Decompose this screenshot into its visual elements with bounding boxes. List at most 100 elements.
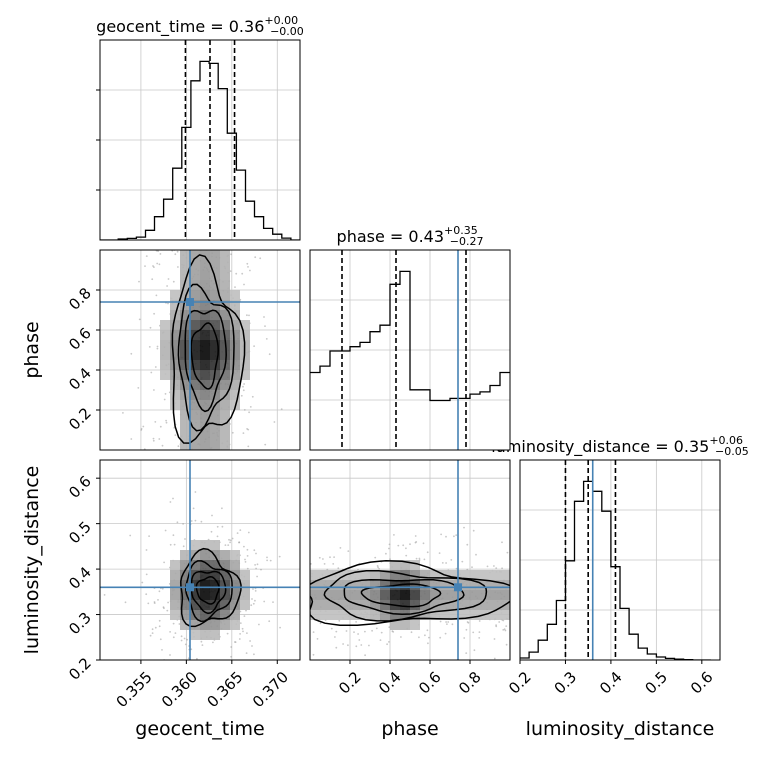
luminosity-distance-vs-geocent-time-sample-point	[186, 638, 189, 641]
luminosity-distance-vs-phase-density-cell	[470, 600, 480, 610]
luminosity-distance-vs-geocent-time-density-cell	[240, 570, 250, 580]
luminosity-distance-vs-phase-density-cell	[350, 600, 360, 610]
phase-vs-geocent-time-sample-point	[165, 421, 168, 424]
phase-vs-geocent-time-density-cell	[200, 400, 210, 410]
luminosity-distance-vs-phase-density-cell	[370, 590, 380, 600]
luminosity-distance-vs-phase-density-cell	[410, 620, 420, 630]
luminosity-distance-vs-geocent-time-sample-point	[252, 588, 254, 590]
luminosity-distance-vs-phase-sample-point	[493, 657, 496, 660]
phase-vs-geocent-time-sample-point	[142, 425, 145, 428]
luminosity-distance-vs-phase-sample-point	[423, 558, 426, 561]
luminosity_distance-xtick-label: 0.4	[596, 668, 626, 698]
luminosity-distance-vs-phase-sample-point	[486, 565, 489, 568]
phase-vs-geocent-time-sample-point	[243, 383, 246, 385]
luminosity-distance-vs-geocent-time-sample-point	[161, 587, 164, 590]
phase-histogram-bins	[310, 250, 510, 450]
luminosity-distance-vs-phase-density-cell	[440, 600, 450, 610]
phase-vs-geocent-time-density-cell	[190, 270, 200, 280]
phase-vs-geocent-time-density-cell	[180, 300, 190, 310]
luminosity-distance-vs-phase-sample-point	[388, 641, 390, 643]
luminosity-distance-vs-geocent-time-sample-point	[272, 601, 274, 603]
luminosity-distance-vs-geocent-time-sample-point	[172, 534, 175, 537]
phase-vs-geocent-time-contour-0	[171, 254, 246, 444]
geocent_time-histogram	[96, 39, 301, 241]
luminosity-distance-vs-geocent-time-sample-point	[252, 602, 255, 605]
luminosity-distance-vs-geocent-time-sample-point	[145, 573, 148, 576]
luminosity_distance-histogram	[519, 459, 721, 661]
luminosity-distance-vs-phase-density-cell	[430, 600, 440, 610]
luminosity-distance-vs-geocent-time-density-cell	[170, 600, 180, 610]
luminosity-distance-vs-geocent-time-density-cell	[200, 560, 210, 570]
phase-vs-geocent-time-sample-point	[176, 250, 179, 253]
phase-vs-geocent-time-density-cell	[200, 390, 210, 400]
luminosity-distance-vs-geocent-time-sample-point	[216, 525, 219, 528]
luminosity-distance-vs-geocent-time-sample-point	[145, 549, 148, 551]
luminosity-distance-vs-geocent-time-sample-point	[196, 657, 198, 660]
phase-vs-geocent-time-density-cell	[230, 360, 240, 370]
luminosity-distance-vs-geocent-time-density-cell	[200, 550, 210, 560]
phase-vs-geocent-time-sample-point	[263, 316, 265, 318]
luminosity-distance-vs-geocent-time-density-cell	[230, 590, 240, 600]
luminosity-distance-vs-phase-sample-point	[405, 547, 407, 550]
luminosity-distance-vs-phase-sample-point	[445, 621, 447, 623]
luminosity-distance-vs-geocent-time-sample-point	[279, 626, 281, 629]
luminosity-distance-vs-geocent-time-sample-point	[157, 599, 159, 601]
phase-vs-geocent-time-sample-point	[280, 408, 283, 410]
luminosity-distance-vs-geocent-time-sample-point	[256, 575, 258, 578]
luminosity-distance-vs-geocent-time-sample-point	[247, 531, 250, 534]
phase-histogram-step-line	[310, 270, 510, 402]
phase-vs-geocent-time-density-cell	[180, 370, 190, 380]
luminosity-distance-vs-geocent-time-sample-point	[172, 622, 175, 625]
luminosity-distance-vs-phase-sample-point	[318, 556, 321, 559]
luminosity-distance-vs-geocent-time-sample-point	[141, 581, 144, 584]
luminosity-distance-vs-phase-sample-point	[376, 565, 379, 567]
luminosity-distance-vs-phase-density-cell	[370, 610, 380, 620]
phase-vs-geocent-time-density-cell	[200, 250, 210, 260]
phase-vs-geocent-time-density-cell	[170, 300, 180, 310]
luminosity-distance-vs-phase-density-cell	[340, 580, 350, 590]
geocent_time-xtick-label: 0.365	[203, 668, 246, 711]
luminosity-distance-vs-phase-density-cell	[420, 570, 430, 580]
luminosity-distance-vs-phase-density-cell	[400, 590, 410, 600]
luminosity-distance-vs-geocent-time-density-cell	[220, 610, 230, 620]
luminosity-distance-vs-geocent-time-sample-point	[201, 644, 204, 646]
phase-vs-geocent-time-contour-3	[190, 322, 219, 390]
luminosity-distance-vs-geocent-time-contour-0	[180, 547, 242, 628]
phase-vs-geocent-time-truth-marker	[186, 298, 194, 306]
luminosity-distance-vs-phase-panel	[309, 459, 511, 661]
phase-ytick-label: 0.8	[65, 284, 95, 314]
luminosity-distance-vs-geocent-time-sample-point	[173, 543, 176, 546]
phase-vs-geocent-time-density-cell	[230, 310, 240, 320]
luminosity-distance-vs-geocent-time-density-cell	[240, 590, 250, 600]
phase-vs-geocent-time-sample-point	[254, 256, 257, 259]
phase-ytick-label: 0.6	[65, 324, 95, 354]
luminosity-distance-vs-geocent-time-density-cell	[190, 560, 200, 570]
phase-vs-geocent-time-density-cell	[180, 290, 190, 300]
luminosity-distance-vs-geocent-time-sample-point	[147, 602, 150, 605]
phase-vs-geocent-time-sample-point	[231, 431, 234, 434]
y-axis-label-luminosity-distance: luminosity_distance	[21, 466, 43, 655]
luminosity-distance-vs-phase-density-cell	[360, 570, 370, 580]
luminosity-distance-vs-geocent-time-sample-point	[241, 627, 244, 630]
luminosity-distance-vs-phase-density-cell	[470, 610, 480, 620]
phase-vs-geocent-time-density-cell	[220, 440, 230, 450]
luminosity-distance-vs-geocent-time-sample-point	[183, 637, 186, 640]
luminosity-distance-vs-geocent-time-sample-point	[260, 568, 262, 571]
luminosity-distance-vs-geocent-time-density-cell	[230, 560, 240, 570]
luminosity-distance-vs-geocent-time-density-cell	[210, 570, 220, 580]
phase-vs-geocent-time-density-cell	[210, 410, 220, 420]
luminosity-distance-vs-phase-density-cell	[390, 560, 400, 570]
luminosity-distance-vs-geocent-time-sample-point	[242, 630, 244, 633]
luminosity-distance-vs-geocent-time-sample-point	[182, 545, 185, 548]
luminosity-distance-vs-geocent-time-sample-point	[149, 634, 152, 637]
phase-vs-geocent-time-sample-point	[130, 352, 133, 355]
luminosity-distance-vs-geocent-time-density-cell	[230, 550, 240, 560]
geocent-time-title: geocent_time = 0.36+0.00 −0.00	[96, 14, 304, 38]
luminosity-distance-vs-phase-sample-point	[375, 627, 378, 630]
luminosity-distance-vs-phase-sample-point	[455, 567, 458, 570]
phase-vs-geocent-time-sample-point	[155, 294, 158, 297]
phase-vs-geocent-time-density-cell	[190, 290, 200, 300]
luminosity-distance-vs-phase-sample-point	[402, 544, 405, 547]
luminosity-distance-vs-geocent-time-density-cell	[170, 560, 180, 570]
luminosity-distance-vs-phase-sample-point	[355, 645, 358, 648]
